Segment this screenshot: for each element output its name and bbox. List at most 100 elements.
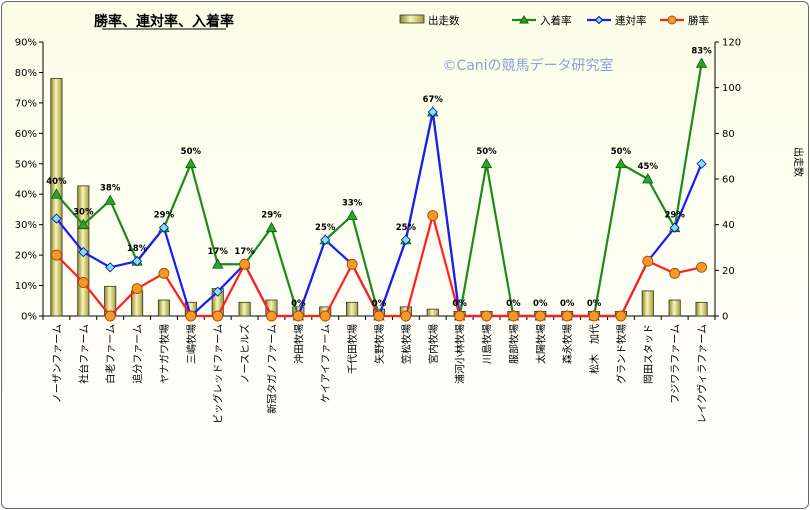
data-label: 40% bbox=[46, 177, 67, 187]
point-circle bbox=[454, 310, 466, 322]
category-label: 新冠タガノファーム bbox=[265, 324, 278, 414]
bar-starts bbox=[641, 290, 654, 317]
data-label: 45% bbox=[638, 162, 659, 172]
point-triangle bbox=[615, 157, 627, 169]
category-label: 千代田牧場 bbox=[346, 324, 359, 374]
category-label: フジワラファーム bbox=[670, 324, 682, 404]
point-circle bbox=[427, 210, 439, 221]
legend-label: 勝率 bbox=[688, 14, 709, 27]
point-diamond bbox=[212, 286, 223, 297]
data-label: 29% bbox=[261, 211, 282, 221]
point-triangle bbox=[480, 157, 493, 169]
point-circle bbox=[131, 283, 143, 295]
y-left-tick-label: 30% bbox=[15, 220, 37, 231]
category-label: ケイアイファーム bbox=[320, 324, 332, 403]
point-circle bbox=[615, 310, 627, 322]
point-circle bbox=[185, 310, 197, 322]
point-circle bbox=[212, 310, 224, 322]
bar-starts bbox=[695, 301, 708, 317]
data-label: 25% bbox=[315, 223, 336, 233]
point-circle bbox=[481, 310, 492, 322]
point-circle bbox=[507, 310, 519, 322]
y-left-tick-label: 70% bbox=[15, 98, 37, 109]
data-label: 0% bbox=[506, 299, 521, 309]
category-label: 森永牧場 bbox=[561, 324, 574, 364]
category-label: 矢野牧場 bbox=[373, 324, 386, 364]
category-label: ノースヒルズ bbox=[239, 324, 252, 384]
category-label: 岡田スタッド bbox=[643, 324, 655, 384]
y-right-tick-label: 40 bbox=[722, 220, 735, 231]
y-right-tick-label: 100 bbox=[722, 83, 741, 94]
y-left-tick-label: 50% bbox=[15, 159, 37, 170]
point-triangle bbox=[50, 188, 63, 199]
point-diamond bbox=[51, 213, 62, 224]
bar-starts bbox=[346, 301, 359, 317]
category-label: ヤナガワ牧場 bbox=[158, 324, 171, 384]
y-left-tick-label: 60% bbox=[15, 129, 37, 140]
point-circle bbox=[400, 310, 412, 322]
point-diamond bbox=[400, 234, 411, 245]
category-label: グランド牧場 bbox=[615, 324, 628, 384]
legend-marker bbox=[667, 15, 677, 25]
point-circle bbox=[561, 310, 573, 322]
point-circle bbox=[696, 261, 708, 273]
data-label: 50% bbox=[611, 147, 632, 157]
y-left-tick-label: 0% bbox=[21, 312, 37, 323]
data-label: 0% bbox=[533, 299, 548, 309]
category-label: ノーザンファーム bbox=[51, 324, 63, 403]
data-label: 83% bbox=[691, 46, 712, 56]
data-label: 0% bbox=[291, 299, 306, 309]
data-label: 17% bbox=[234, 247, 255, 257]
data-label: 33% bbox=[342, 199, 363, 209]
legend-label: 入着率 bbox=[540, 14, 572, 27]
point-triangle bbox=[212, 258, 224, 269]
point-circle bbox=[77, 277, 89, 288]
data-label: 30% bbox=[73, 208, 94, 218]
category-label: 川島牧場 bbox=[481, 324, 494, 364]
category-label: 沖田牧場 bbox=[292, 324, 305, 364]
data-label: 17% bbox=[208, 247, 229, 257]
data-label: 18% bbox=[127, 244, 148, 254]
point-diamond bbox=[320, 234, 331, 245]
data-label: 0% bbox=[587, 299, 602, 309]
data-label: 50% bbox=[181, 147, 202, 157]
point-triangle bbox=[185, 157, 197, 169]
y-right-axis-label: 出走数 bbox=[792, 147, 805, 177]
data-label: 0% bbox=[560, 299, 575, 309]
data-label: 67% bbox=[423, 95, 444, 105]
category-label: 服部牧場 bbox=[507, 324, 520, 364]
legend-swatch-bar bbox=[399, 14, 425, 24]
bar-starts bbox=[426, 308, 439, 317]
point-diamond bbox=[158, 222, 170, 233]
line-triangle bbox=[55, 63, 703, 320]
y-left-tick-label: 40% bbox=[15, 190, 37, 201]
point-triangle bbox=[104, 194, 116, 205]
data-label: 38% bbox=[100, 183, 121, 193]
point-circle bbox=[346, 258, 358, 270]
point-circle bbox=[292, 310, 304, 322]
category-label: 浦河小林牧場 bbox=[454, 324, 467, 384]
category-label: 宮内牧場 bbox=[427, 324, 440, 364]
y-right-tick-label: 120 bbox=[722, 38, 741, 49]
data-label: 0% bbox=[452, 299, 467, 309]
data-label: 0% bbox=[372, 299, 387, 309]
data-label: 29% bbox=[154, 211, 175, 221]
point-circle bbox=[534, 310, 546, 322]
point-circle bbox=[104, 310, 116, 322]
y-left-tick-label: 10% bbox=[15, 281, 37, 292]
watermark: ©Caniの競馬データ研究室 bbox=[442, 57, 613, 74]
point-circle bbox=[158, 267, 170, 279]
point-diamond bbox=[669, 222, 680, 233]
y-right-tick-label: 60 bbox=[722, 175, 735, 186]
point-circle bbox=[669, 267, 681, 279]
point-circle bbox=[239, 258, 251, 270]
data-label: 29% bbox=[665, 211, 686, 221]
point-triangle bbox=[265, 221, 278, 233]
category-label: 笠松牧場 bbox=[400, 324, 413, 364]
y-left-tick-label: 90% bbox=[15, 38, 37, 49]
category-label: レイクヴィラファーム bbox=[696, 324, 709, 424]
point-triangle bbox=[695, 57, 708, 68]
legend-marker bbox=[594, 15, 604, 25]
category-label: 松木 加代 bbox=[588, 324, 601, 374]
